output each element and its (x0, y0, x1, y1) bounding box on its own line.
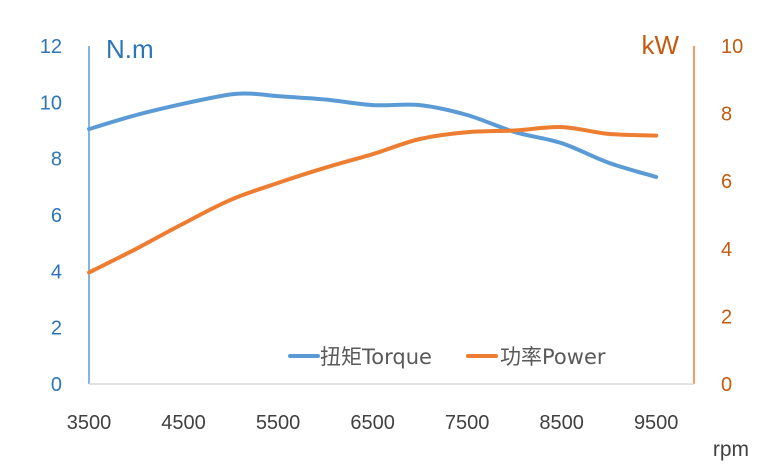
torque-series-line (87, 91, 659, 179)
y-left-tick-label: 2 (51, 318, 62, 340)
y-right-tick-label: 0 (721, 374, 732, 396)
axes: 0 2 4 6 8 10 12 0 2 4 6 8 10 3500 4500 5500 6500 7500 8500… (40, 30, 749, 461)
y-left-unit-label: N.m (106, 34, 154, 64)
y-right-tick-label: 8 (721, 104, 732, 126)
y-left-tick-label: 6 (51, 205, 62, 227)
x-tick-label: 4500 (161, 412, 206, 434)
legend: 扭矩Torque 功率Power (288, 345, 606, 369)
y-left-tick-label: 0 (51, 374, 62, 396)
power-series-line (87, 125, 659, 275)
x-tick-label: 3500 (67, 412, 112, 434)
y-left-tick-label: 10 (40, 92, 62, 114)
y-right-tick-label: 2 (721, 306, 732, 328)
y-left-tick-label: 8 (51, 149, 62, 171)
x-tick-label: 7500 (445, 412, 490, 434)
legend-label: 功率Power (500, 345, 606, 369)
x-axis-unit-label: rpm (713, 438, 749, 461)
x-tick-label: 9500 (634, 412, 679, 434)
y-left-tick-label: 12 (40, 36, 62, 58)
y-right-tick-label: 6 (721, 171, 732, 193)
legend-label: 扭矩Torque (320, 345, 432, 369)
y-right-unit-label: kW (641, 30, 679, 60)
y-right-tick-label: 10 (721, 36, 743, 58)
y-right-tick-label: 4 (721, 239, 732, 261)
y-left-tick-label: 4 (51, 261, 62, 283)
x-tick-label: 8500 (539, 412, 584, 434)
series-group (87, 91, 659, 275)
x-tick-label: 6500 (350, 412, 395, 434)
x-tick-label: 5500 (256, 412, 301, 434)
